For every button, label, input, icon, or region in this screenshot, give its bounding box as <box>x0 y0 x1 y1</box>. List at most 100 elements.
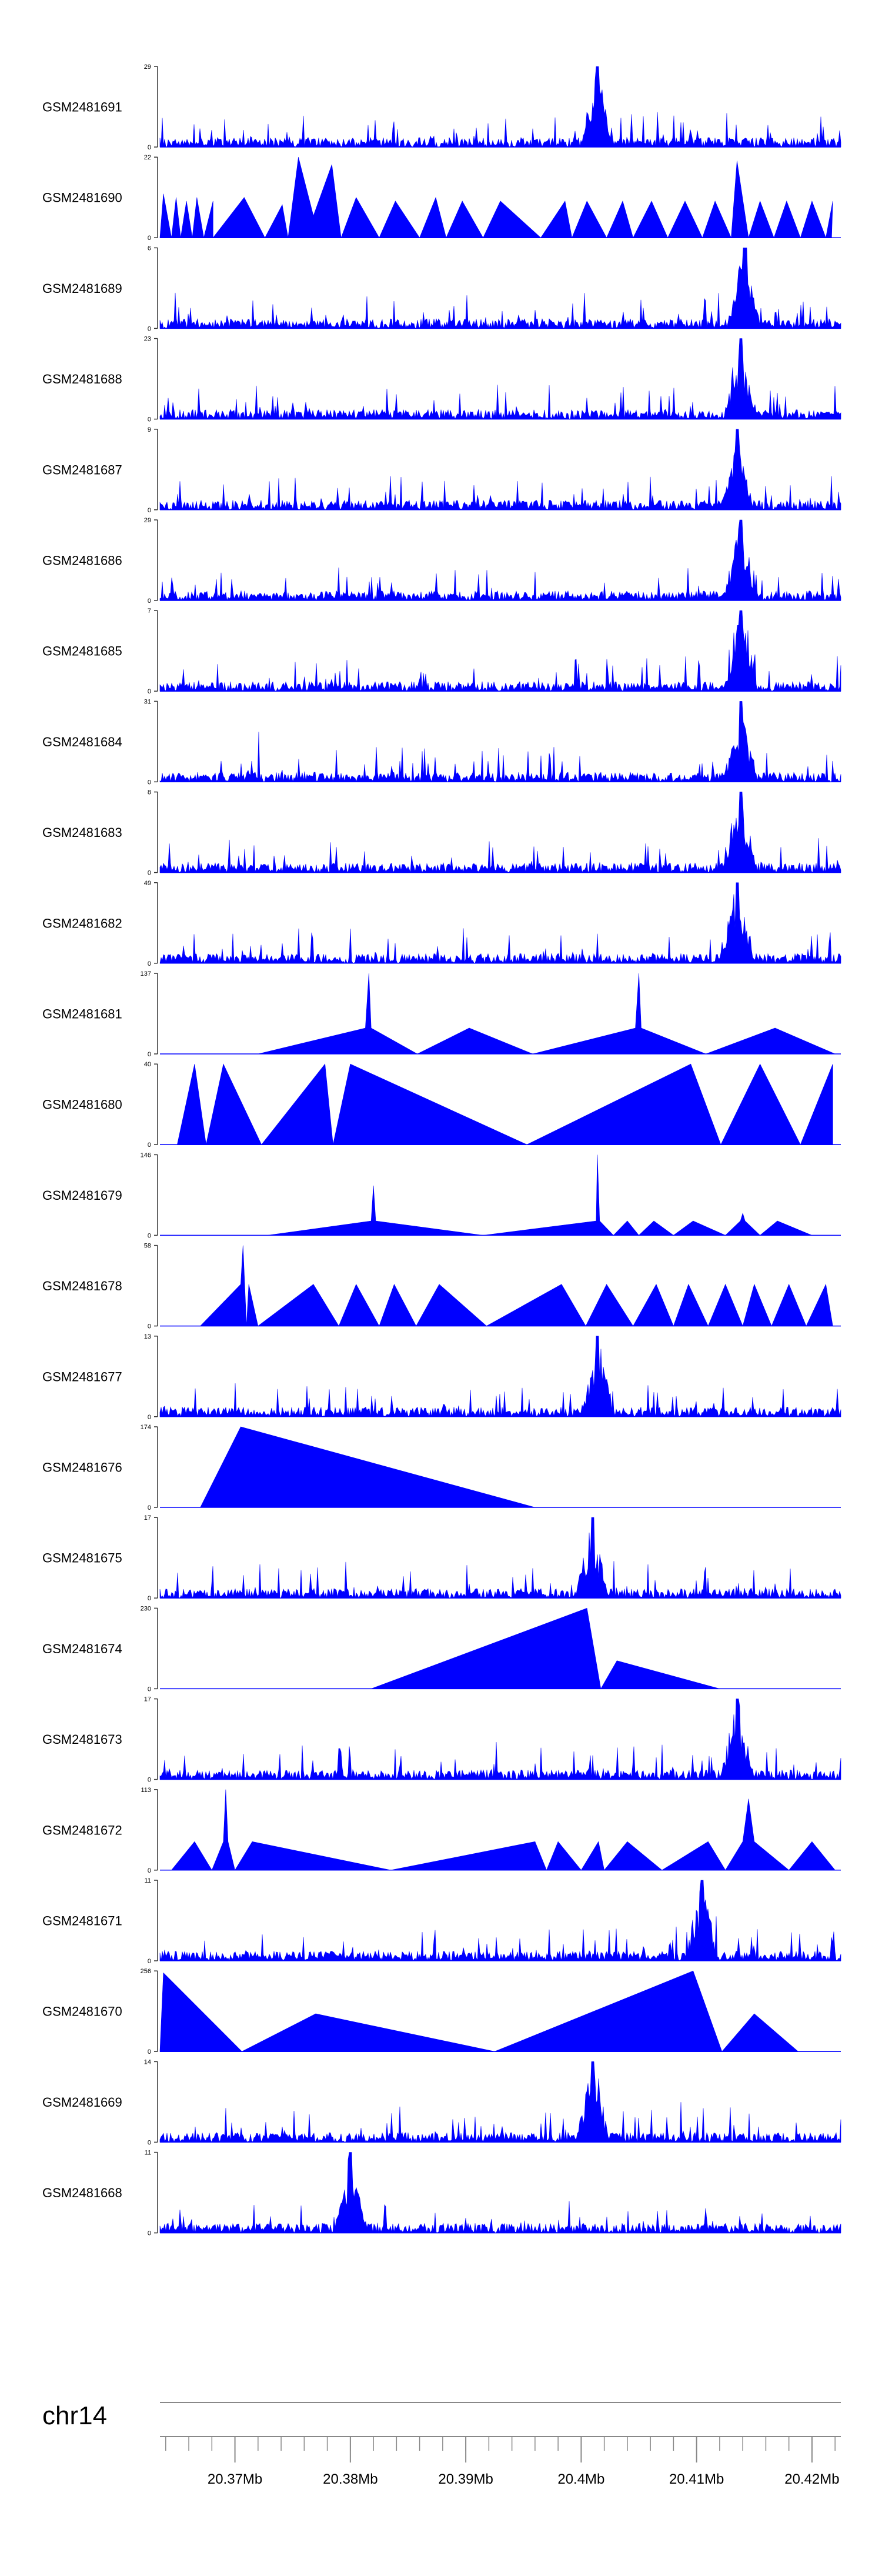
track-GSM2481677: GSM2481677 13 0 <box>42 1333 841 1421</box>
coverage-area <box>159 248 841 329</box>
track-GSM2481681: GSM2481681 137 0 <box>42 970 841 1058</box>
track-label: GSM2481683 <box>42 825 122 840</box>
track-GSM2481678: GSM2481678 58 0 <box>42 1243 841 1330</box>
track-label: GSM2481670 <box>42 2004 122 2019</box>
coverage-area <box>159 792 841 873</box>
y-zero-label: 0 <box>148 1504 151 1511</box>
y-zero-label: 0 <box>148 688 151 695</box>
coverage-area <box>177 1063 833 1145</box>
track-label: GSM2481674 <box>42 1641 122 1656</box>
coverage-area <box>159 2152 841 2234</box>
tick-label: 20.41Mb <box>669 2471 724 2487</box>
track-GSM2481670: GSM2481670 256 0 <box>42 1968 841 2056</box>
chromosome-label: chr14 <box>42 2401 107 2430</box>
y-zero-label: 0 <box>148 1414 151 1421</box>
y-zero-label: 0 <box>148 416 151 423</box>
track-GSM2481673: GSM2481673 17 0 <box>42 1696 841 1784</box>
y-max-label: 23 <box>144 336 151 343</box>
track-label: GSM2481676 <box>42 1460 122 1475</box>
track-label: GSM2481669 <box>42 2095 122 2110</box>
y-max-label: 14 <box>144 2058 151 2066</box>
y-max-label: 146 <box>141 1152 151 1159</box>
y-max-label: 137 <box>141 970 151 977</box>
y-max-label: 9 <box>148 426 151 433</box>
track-GSM2481687: GSM2481687 9 0 <box>42 426 841 514</box>
coverage-area <box>159 882 841 964</box>
track-GSM2481679: GSM2481679 146 0 <box>42 1152 841 1239</box>
coverage-area <box>200 1426 535 1508</box>
track-label: GSM2481668 <box>42 2185 122 2200</box>
track-GSM2481675: GSM2481675 17 0 <box>42 1514 841 1602</box>
y-max-label: 17 <box>144 1696 151 1703</box>
y-max-label: 7 <box>148 608 151 615</box>
y-max-label: 6 <box>148 245 151 252</box>
track-label: GSM2481688 <box>42 372 122 386</box>
axis-ticks: 20.37Mb 20.38Mb 20.39Mb 20.4Mb 20.41Mb 20.42M… <box>165 2437 840 2487</box>
track-label: GSM2481672 <box>42 1823 122 1837</box>
coverage-area <box>258 973 836 1055</box>
y-max-label: 174 <box>141 1424 151 1431</box>
y-max-label: 58 <box>144 1243 151 1250</box>
y-zero-label: 0 <box>148 2048 151 2056</box>
tick-label: 20.42Mb <box>784 2471 839 2487</box>
track-GSM2481672: GSM2481672 113 0 <box>42 1787 841 1874</box>
y-zero-label: 0 <box>148 1142 151 1149</box>
y-max-label: 11 <box>145 1877 151 1884</box>
track-label: GSM2481675 <box>42 1551 122 1566</box>
y-zero-label: 0 <box>148 598 151 605</box>
track-label: GSM2481687 <box>42 462 122 477</box>
y-zero-label: 0 <box>148 1686 151 1693</box>
tick-label: 20.37Mb <box>208 2471 262 2487</box>
y-max-label: 40 <box>144 1061 151 1068</box>
track-label: GSM2481685 <box>42 644 122 659</box>
y-zero-label: 0 <box>148 1051 151 1058</box>
track-GSM2481671: GSM2481671 11 0 <box>42 1877 841 1965</box>
tick-label: 20.4Mb <box>557 2471 604 2487</box>
y-zero-label: 0 <box>148 235 151 242</box>
track-GSM2481680: GSM2481680 40 0 <box>42 1061 841 1149</box>
coverage-area <box>159 610 841 692</box>
track-panels: GSM2481691290GSM2481690220GSM248168960GS… <box>42 64 841 2237</box>
y-max-label: 8 <box>148 789 151 796</box>
tick-label: 20.39Mb <box>438 2471 493 2487</box>
y-zero-label: 0 <box>148 325 151 332</box>
track-GSM2481685: GSM2481685 7 0 <box>42 608 841 695</box>
y-zero-label: 0 <box>148 870 151 877</box>
coverage-area <box>159 2061 841 2143</box>
y-max-label: 230 <box>141 1605 151 1612</box>
y-zero-label: 0 <box>148 960 151 967</box>
track-label: GSM2481679 <box>42 1188 122 1203</box>
y-zero-label: 0 <box>148 1232 151 1239</box>
y-max-label: 11 <box>145 2150 151 2157</box>
track-label: GSM2481686 <box>42 553 122 568</box>
track-label: GSM2481689 <box>42 281 122 296</box>
coverage-area <box>171 1789 836 1871</box>
track-GSM2481674: GSM2481674 230 0 <box>42 1605 841 1693</box>
y-max-label: 49 <box>144 880 151 887</box>
track-GSM2481682: GSM2481682 49 0 <box>42 880 841 967</box>
y-max-label: 13 <box>144 1333 151 1340</box>
y-max-label: 17 <box>144 1514 151 1521</box>
track-label: GSM2481677 <box>42 1369 122 1384</box>
track-label: GSM2481678 <box>42 1279 122 1293</box>
track-GSM2481686: GSM2481686 29 0 <box>42 517 841 605</box>
track-GSM2481688: GSM2481688 23 0 <box>42 336 841 423</box>
track-label: GSM2481673 <box>42 1732 122 1747</box>
track-label: GSM2481680 <box>42 1097 122 1112</box>
coverage-area <box>159 1517 841 1599</box>
y-max-label: 113 <box>141 1787 151 1794</box>
genome-axis: chr14 20.37Mb 20.38Mb 20.39Mb 20.4Mb 20.41Mb… <box>42 2401 841 2487</box>
coverage-area <box>159 519 841 602</box>
coverage-area <box>371 1607 720 1690</box>
track-label: GSM2481691 <box>42 100 122 115</box>
coverage-area <box>159 66 841 148</box>
track-GSM2481683: GSM2481683 8 0 <box>42 789 841 877</box>
coverage-area <box>199 1245 833 1327</box>
coverage-area <box>159 1699 841 1780</box>
track-GSM2481676: GSM2481676 174 0 <box>42 1424 841 1511</box>
y-zero-label: 0 <box>148 1323 151 1330</box>
y-zero-label: 0 <box>148 2230 151 2237</box>
track-GSM2481669: GSM2481669 14 0 <box>42 2058 841 2146</box>
y-zero-label: 0 <box>148 1867 151 1874</box>
